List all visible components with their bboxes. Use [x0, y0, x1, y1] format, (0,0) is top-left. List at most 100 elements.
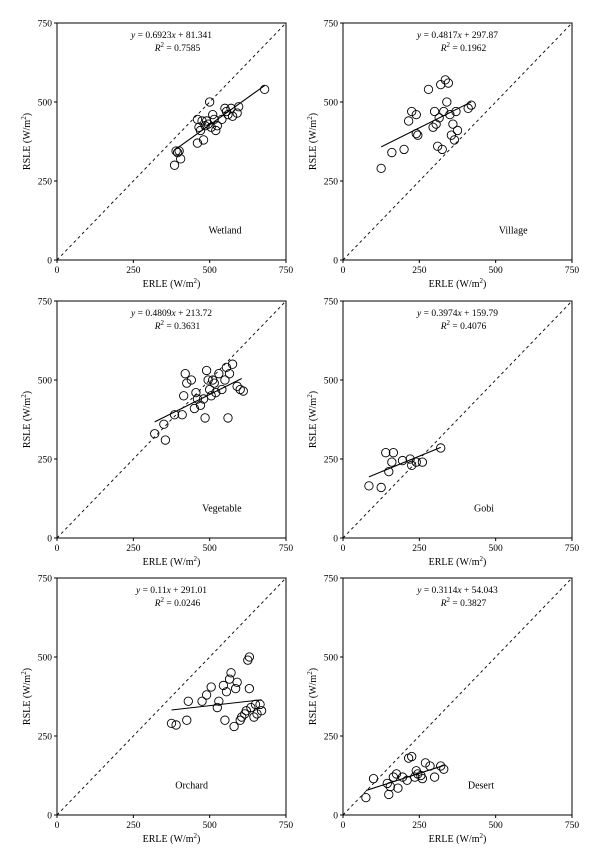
- panel-wetland: 00 250 250 500 500 750 750 ERLE (W/m2) RSLE (W/m…: [20, 20, 293, 291]
- one-to-one-line: [342, 22, 573, 261]
- x-axis-label: ERLE (W/m2): [429, 277, 487, 290]
- x-tick-label: 750: [565, 544, 580, 554]
- data-point: [397, 455, 408, 466]
- data-point: [425, 761, 435, 771]
- data-point: [410, 772, 420, 782]
- y-axis-label: RSLE (W/m2): [306, 391, 319, 448]
- data-point: [405, 454, 415, 464]
- regression-equation: y = 0.6923x + 81.341: [130, 31, 212, 41]
- data-point: [203, 119, 213, 129]
- data-point: [226, 668, 236, 678]
- data-point: [223, 109, 233, 120]
- data-point: [429, 772, 440, 782]
- data-point: [407, 751, 417, 762]
- data-point: [203, 375, 213, 385]
- data-point: [451, 106, 461, 117]
- y-tick-label: 250: [38, 456, 53, 466]
- x-axis-label: ERLE (W/m2): [143, 277, 201, 290]
- regression-line: [368, 446, 441, 478]
- data-point: [195, 125, 206, 136]
- data-point: [197, 696, 207, 706]
- data-point: [229, 721, 239, 732]
- data-point: [224, 674, 235, 684]
- data-point: [443, 78, 453, 88]
- plot-frame: [342, 22, 573, 261]
- data-point: [232, 108, 242, 118]
- data-point: [192, 138, 203, 148]
- data-point: [256, 706, 267, 716]
- data-point: [439, 106, 449, 117]
- one-to-one-line: [56, 22, 287, 261]
- data-point: [169, 160, 180, 170]
- data-point: [391, 769, 402, 779]
- data-point: [177, 410, 187, 420]
- plot-frame: [56, 300, 287, 539]
- data-point: [411, 128, 421, 139]
- data-point: [399, 144, 409, 155]
- data-point: [172, 147, 183, 158]
- panel-gobi: 00 250 250 500 500 750 750 ERLE (W/m2) RSLE (W/m…: [306, 298, 579, 569]
- data-point: [244, 652, 255, 662]
- data-point: [446, 130, 457, 140]
- y-axis-label: RSLE (W/m2): [20, 668, 33, 725]
- data-point: [232, 677, 242, 687]
- x-tick-label: 0: [55, 266, 60, 276]
- data-point: [442, 97, 452, 107]
- data-point: [388, 448, 399, 458]
- data-point: [417, 457, 428, 467]
- data-point: [407, 106, 417, 117]
- data-point: [195, 400, 206, 410]
- y-tick-label: 500: [38, 99, 53, 109]
- one-to-one-line: [56, 577, 287, 816]
- x-tick-label: 500: [203, 821, 218, 831]
- data-point: [217, 384, 227, 395]
- data-point: [436, 761, 446, 771]
- data-point: [434, 113, 444, 123]
- r-squared: R2 = 0.3827: [440, 596, 487, 609]
- data-point: [385, 781, 395, 792]
- panel-label: Orchard: [175, 780, 208, 791]
- plot-frame: [342, 577, 573, 816]
- data-point: [241, 706, 251, 716]
- x-axis-label: ERLE (W/m2): [143, 555, 201, 568]
- data-point: [393, 783, 403, 793]
- data-point: [388, 772, 399, 782]
- y-tick-label: 750: [38, 20, 53, 30]
- data-point: [176, 154, 186, 164]
- y-tick-label: 250: [324, 733, 339, 743]
- x-tick-label: 750: [565, 266, 580, 276]
- data-point: [384, 789, 394, 800]
- x-tick-label: 750: [279, 266, 294, 276]
- data-point: [171, 146, 181, 156]
- data-point: [198, 394, 209, 404]
- data-point: [411, 457, 421, 467]
- y-tick-label: 250: [38, 733, 53, 743]
- x-tick-label: 750: [279, 821, 294, 831]
- data-point: [420, 758, 431, 768]
- one-to-one-line: [342, 300, 573, 539]
- panel-desert: 00 250 250 500 500 750 750 ERLE (W/m2) RSLE (W/m…: [306, 575, 579, 846]
- data-point: [221, 362, 232, 373]
- data-point: [234, 102, 244, 112]
- data-point: [169, 410, 180, 420]
- plot-frame: [56, 577, 287, 816]
- data-point: [439, 764, 449, 774]
- panel-label: Desert: [468, 780, 494, 791]
- data-point: [387, 147, 397, 158]
- data-point: [189, 403, 200, 414]
- x-tick-label: 500: [203, 266, 218, 276]
- data-point: [382, 778, 392, 789]
- data-point: [220, 375, 230, 385]
- y-tick-label: 750: [38, 575, 53, 585]
- data-point: [250, 699, 261, 710]
- y-tick-label: 500: [324, 377, 339, 387]
- data-point: [182, 378, 192, 388]
- x-tick-label: 250: [126, 266, 141, 276]
- data-point: [397, 772, 408, 782]
- data-point: [232, 381, 242, 391]
- data-point: [221, 687, 232, 697]
- regression-line: [365, 764, 444, 792]
- x-tick-label: 250: [126, 544, 141, 554]
- regression-equation: y = 0.11x + 291.01: [135, 586, 207, 596]
- y-tick-label: 0: [47, 812, 52, 822]
